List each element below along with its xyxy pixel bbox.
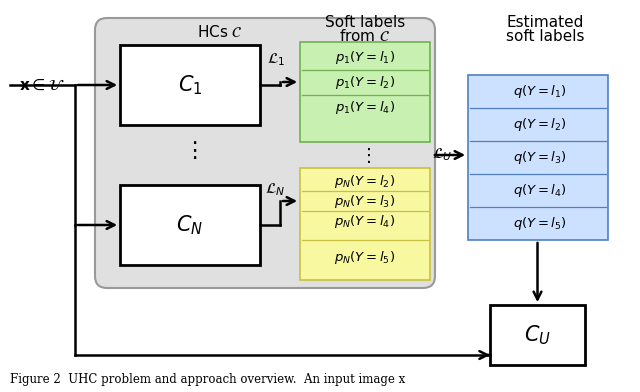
Text: $C_N$: $C_N$ [177,213,204,237]
Bar [468,75,608,240]
Text: $\mathcal{L}_N$: $\mathcal{L}_N$ [264,181,285,198]
FancyBboxPatch shape [95,18,435,288]
Bar [300,168,430,280]
Text: $q(Y=l_2)$: $q(Y=l_2)$ [513,116,567,133]
Text: Estimated: Estimated [506,15,584,29]
Text: $\mathcal{L}_1$: $\mathcal{L}_1$ [266,52,285,68]
Text: $p_1(Y=l_2)$: $p_1(Y=l_2)$ [335,74,395,91]
Text: $\vdots$: $\vdots$ [183,139,197,161]
Text: $q(Y=l_4)$: $q(Y=l_4)$ [513,182,567,199]
Text: from $\mathcal{C}$: from $\mathcal{C}$ [339,28,391,44]
Text: $\mathbf{x} \in \mathcal{U}$: $\mathbf{x} \in \mathcal{U}$ [19,78,65,93]
Text: $p_N(Y=l_5)$: $p_N(Y=l_5)$ [334,249,396,267]
Text: $p_N(Y=l_4)$: $p_N(Y=l_4)$ [334,212,396,229]
Text: $\mathcal{L}_U$: $\mathcal{L}_U$ [432,147,452,163]
Text: $q(Y=l_1)$: $q(Y=l_1)$ [513,83,567,100]
Text: $q(Y=l_3)$: $q(Y=l_3)$ [513,149,567,166]
Bar [120,185,260,265]
Text: soft labels: soft labels [506,29,584,44]
Text: $C_U$: $C_U$ [524,323,550,347]
Bar [490,305,585,365]
Text: $\vdots$: $\vdots$ [359,145,371,165]
Text: $C_1$: $C_1$ [178,73,202,97]
Text: $p_N(Y=l_2)$: $p_N(Y=l_2)$ [334,172,396,189]
Text: $q(Y=l_5)$: $q(Y=l_5)$ [513,215,567,232]
Bar [300,42,430,142]
Text: $p_1(Y=l_4)$: $p_1(Y=l_4)$ [335,98,395,116]
Text: Figure 2  UHC problem and approach overview.  An input image x: Figure 2 UHC problem and approach overvi… [10,374,405,387]
Text: $p_N(Y=l_3)$: $p_N(Y=l_3)$ [334,192,396,209]
Text: HCs $\mathcal{C}$: HCs $\mathcal{C}$ [197,24,243,40]
Text: $p_1(Y=l_1)$: $p_1(Y=l_1)$ [335,49,395,65]
Text: Soft labels: Soft labels [325,15,405,29]
Bar [120,45,260,125]
